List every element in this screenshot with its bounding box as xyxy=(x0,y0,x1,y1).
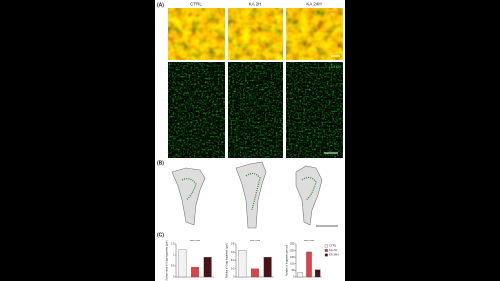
y-axis-label: Surface area of Golgi fragments (µm²) xyxy=(166,240,169,281)
panel-label: (B) xyxy=(157,160,164,166)
legend-swatch xyxy=(324,253,328,257)
cell-reconstruction xyxy=(295,165,323,226)
y-tick-label: 250 xyxy=(290,242,295,246)
bar xyxy=(314,269,321,278)
reconstructions xyxy=(171,161,323,229)
y-tick-label: 0 xyxy=(293,275,295,279)
legend-swatch xyxy=(324,244,328,248)
y-tick-label: 50 xyxy=(292,268,295,272)
panel-label: (A) xyxy=(157,2,164,8)
golgi xyxy=(181,178,197,201)
cell-reconstruction xyxy=(235,161,267,229)
micrograph xyxy=(228,8,283,60)
y-tick-label: 0.8 xyxy=(231,242,235,246)
significance: **** **** xyxy=(250,239,261,243)
significance: **** **** xyxy=(190,239,201,243)
y-tick-label: 0.5 xyxy=(171,264,175,268)
y-tick-label: 0.2 xyxy=(231,266,235,270)
micrograph-signal xyxy=(286,62,343,158)
significance: **** **** xyxy=(304,239,315,243)
y-tick-label: 100 xyxy=(290,261,295,265)
micrograph-signal xyxy=(168,62,225,158)
y-tick-label: 150 xyxy=(290,255,295,259)
bar xyxy=(263,257,272,278)
legend-label: KA 24H xyxy=(329,253,338,257)
legend-label: CTRL xyxy=(329,244,337,248)
panel-label: (C) xyxy=(157,232,164,238)
micrograph xyxy=(286,8,343,60)
stain-label: Calbindin xyxy=(326,10,341,14)
bar xyxy=(306,251,312,278)
y-axis-label: Volume of Golgi fragments (µm³) xyxy=(226,243,229,278)
golgi-overlay xyxy=(181,172,317,211)
cell-reconstruction xyxy=(171,167,206,226)
micrograph-signal xyxy=(228,62,283,158)
micrograph xyxy=(168,8,225,60)
stain-label: GM130 xyxy=(330,65,342,69)
column-title: KA 24H xyxy=(306,2,321,7)
y-tick-label: 0 xyxy=(233,275,235,279)
bar xyxy=(191,266,199,278)
y-tick-label: 1.5 xyxy=(171,242,175,246)
y-tick-label: 0.6 xyxy=(231,250,235,254)
bar xyxy=(297,272,304,278)
legend-label: KA 2H xyxy=(329,248,337,252)
y-tick-label: 0.4 xyxy=(231,258,235,262)
golgi xyxy=(301,176,317,201)
micrographs xyxy=(168,8,343,158)
y-tick-label: 1 xyxy=(173,253,175,257)
legend-swatch xyxy=(324,249,328,252)
bar xyxy=(203,257,212,278)
y-tick-label: 200 xyxy=(290,248,295,252)
bar xyxy=(178,249,187,278)
y-tick-label: 0 xyxy=(173,275,175,279)
column-title: CTRL xyxy=(190,2,202,7)
bar xyxy=(238,250,247,278)
bar xyxy=(251,268,259,278)
golgi xyxy=(245,172,261,211)
column-title: KA 2H xyxy=(249,2,262,7)
y-axis-label: Number of fragments per cell xyxy=(286,245,289,276)
